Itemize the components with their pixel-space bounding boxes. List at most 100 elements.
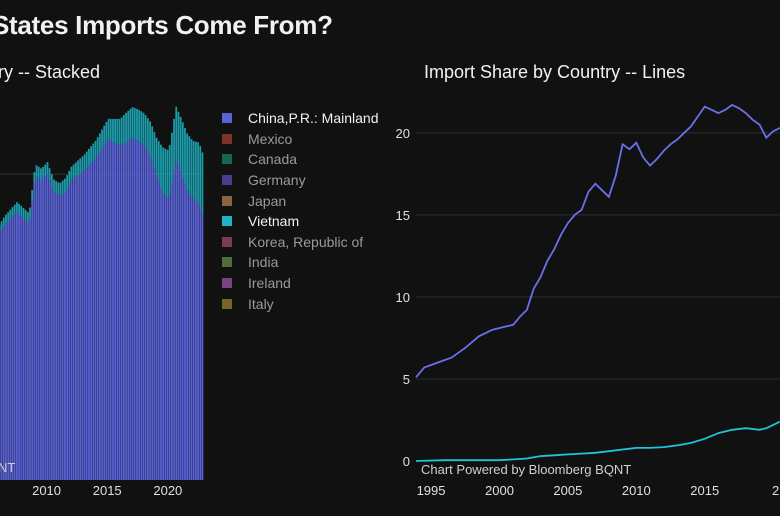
stack-bar-china [40, 180, 42, 480]
stack-bar-vietnam [29, 207, 31, 219]
stack-bar-china [133, 139, 136, 481]
stack-bar-vietnam [0, 221, 3, 230]
legend-swatch [222, 133, 232, 144]
stack-bar-china [179, 171, 182, 480]
stack-bar-china [5, 223, 7, 480]
stack-bar-vietnam [107, 118, 110, 140]
stack-bar-vietnam [109, 118, 112, 141]
stack-bar-china [20, 216, 23, 480]
stack-bar-vietnam [77, 160, 79, 176]
stack-bar-china [186, 190, 189, 480]
stack-bar-vietnam [120, 117, 123, 145]
lines-chart-title: Import Share by Country -- Lines [424, 62, 686, 82]
stack-bar-china [94, 158, 97, 480]
legend: China,P.R.: Mainland Mexico Canada Germa… [222, 108, 378, 314]
legend-item[interactable]: Korea, Republic of [222, 232, 378, 253]
y-tick-label: 0 [403, 454, 410, 469]
stack-bar-vietnam [103, 125, 106, 146]
stack-bar-china [190, 197, 193, 480]
stack-bar-china [131, 137, 134, 481]
stack-bar-vietnam [153, 132, 156, 169]
stack-bar-vietnam [122, 115, 125, 144]
stack-bar-vietnam [129, 108, 132, 140]
stack-bar-vietnam [59, 182, 62, 196]
stack-bar-china [88, 165, 90, 480]
stack-bar-china [77, 175, 79, 481]
stack-bar-china [201, 213, 204, 480]
stack-bar-vietnam [149, 121, 151, 155]
stack-bar-china [74, 177, 77, 480]
stack-bar-vietnam [105, 121, 108, 143]
stack-bar-vietnam [155, 137, 158, 176]
stack-bar-vietnam [33, 172, 36, 184]
stack-bar-vietnam [42, 166, 44, 179]
stack-bar-vietnam [55, 181, 58, 194]
chart-credit: Chart Powered by Bloomberg BQNT [421, 462, 631, 477]
stack-bar-china [199, 206, 202, 480]
stack-bar-china [107, 139, 110, 481]
stack-bar-china [184, 184, 186, 480]
x-tick-label: 2010 [32, 483, 61, 498]
stack-bar-vietnam [133, 108, 136, 140]
legend-swatch [222, 154, 232, 165]
stack-bar-vietnam [127, 110, 130, 142]
stack-bar-china [31, 201, 34, 480]
stack-bar-vietnam [92, 143, 95, 162]
legend-swatch [222, 216, 232, 227]
stack-bar-vietnam [13, 204, 16, 215]
stack-bar-vietnam [83, 154, 86, 171]
stack-bar-vietnam [22, 207, 25, 219]
legend-item[interactable]: Vietnam [222, 211, 378, 232]
stack-bar-china [138, 141, 141, 480]
stack-bar-vietnam [20, 205, 23, 217]
stack-bar-china [146, 150, 149, 480]
stack-bar-vietnam [138, 109, 141, 142]
stack-bar-china [35, 176, 38, 480]
legend-item[interactable]: Ireland [222, 273, 378, 294]
legend-item[interactable]: Canada [222, 149, 378, 170]
stack-bar-china [175, 159, 178, 480]
stack-bar-china [194, 200, 197, 480]
legend-item[interactable]: Italy [222, 293, 378, 314]
stack-bar-vietnam [88, 148, 90, 166]
stack-bar-china [120, 144, 123, 481]
stack-bar-vietnam [142, 112, 145, 145]
stack-bar-china [149, 154, 151, 481]
stack-bar-china [96, 155, 99, 481]
stack-bar-vietnam [16, 202, 18, 213]
legend-item[interactable]: Japan [222, 190, 378, 211]
legend-item[interactable]: India [222, 252, 378, 273]
stack-bar-china [101, 148, 103, 480]
stack-bar-china [157, 181, 160, 480]
stack-bar-china [142, 144, 145, 481]
stack-bar-vietnam [125, 112, 127, 143]
stack-bar-china [90, 163, 93, 480]
stack-bar-vietnam [194, 141, 197, 201]
stack-bar-china [173, 170, 175, 481]
series-line-china [415, 103, 780, 378]
legend-label: India [248, 254, 279, 271]
y-tick-label: 20 [396, 126, 410, 141]
legend-label: Italy [248, 295, 274, 312]
x-tick-label: 1995 [417, 483, 446, 498]
stack-bar-china [16, 212, 18, 480]
stack-bar-china [92, 161, 95, 481]
stack-bar-vietnam [131, 107, 134, 138]
stack-bar-china [136, 140, 138, 480]
series-line-vietnam [415, 420, 780, 462]
legend-item[interactable]: Germany [222, 170, 378, 191]
stack-bar-china [59, 195, 62, 481]
stack-bar-vietnam [151, 126, 154, 161]
stack-bar-vietnam [170, 132, 173, 183]
stack-bar-china [79, 173, 82, 480]
stack-bar-vietnam [188, 136, 191, 194]
stack-bar-vietnam [175, 106, 178, 160]
legend-item[interactable]: China,P.R.: Mainland [222, 108, 378, 129]
chart-credit: NT [0, 460, 15, 475]
stack-bar-vietnam [160, 144, 162, 189]
legend-swatch [222, 298, 232, 309]
stack-bar-vietnam [18, 203, 20, 214]
stack-bar-vietnam [48, 168, 51, 181]
stack-bar-china [0, 229, 3, 480]
legend-item[interactable]: Mexico [222, 129, 378, 150]
